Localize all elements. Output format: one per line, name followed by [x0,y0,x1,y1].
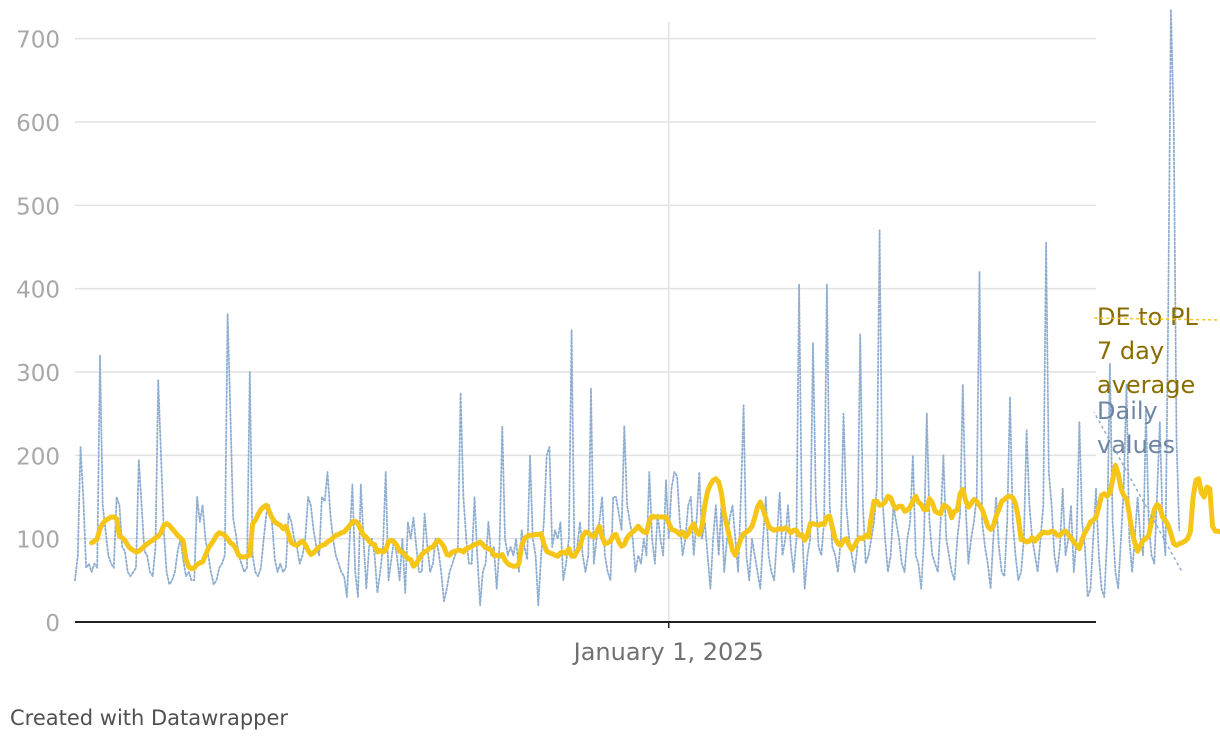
y-tick-label-0: 0 [45,611,60,637]
series-label-line: DE to PL [1097,303,1198,331]
daily-values-line [74,8,1181,607]
y-tick-label-100: 100 [16,528,60,554]
seven-day-average-line [89,462,1220,572]
gridlines [75,22,1096,622]
series-label-line: average [1097,371,1195,399]
y-tick-label-700: 700 [16,28,60,54]
y-tick-label-400: 400 [16,278,60,304]
series-label-line: values [1097,431,1175,459]
series-lines [74,8,1220,607]
series-labels: Daily values DE to PL 7 day average [1093,303,1220,571]
y-tick-label-600: 600 [16,111,60,137]
credit-text: Created with Datawrapper [10,706,289,730]
x-axis: January 1, 2025 [75,621,1096,666]
series-label-line: Daily [1097,397,1158,425]
y-tick-label-500: 500 [16,194,60,220]
series-label-line: 7 day [1097,337,1164,365]
seven-day-average-label: DE to PL 7 day average [1097,303,1198,399]
y-axis: 0 100 200 300 400 500 600 700 [16,28,60,637]
y-tick-label-300: 300 [16,361,60,387]
daily-values-label: Daily values [1097,397,1175,459]
x-tick-label: January 1, 2025 [572,638,764,666]
y-tick-label-200: 200 [16,444,60,470]
label-connector [1093,411,1182,571]
